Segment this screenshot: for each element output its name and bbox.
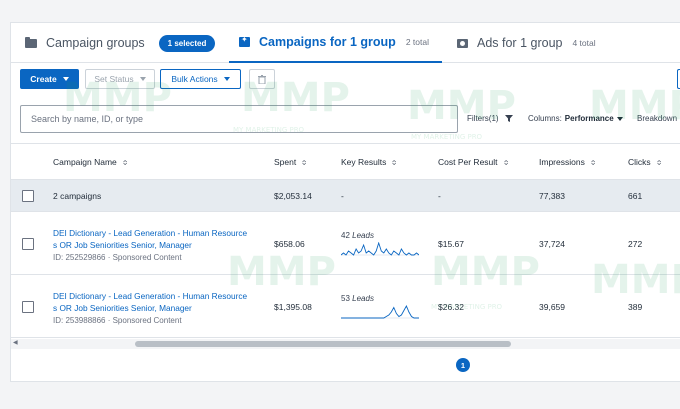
header-cost-per-result[interactable]: Cost Per Result ‹› [438, 157, 511, 167]
sparkline-series [341, 305, 419, 319]
header-label: Cost Per Result [438, 157, 498, 167]
header-campaign-name[interactable]: Campaign Name ‹› [53, 157, 130, 167]
name-line: DEI Dictionary - Lead Generation - Human… [53, 228, 248, 238]
tab-label: Campaigns for 1 group [259, 35, 396, 49]
kr-value: 42 [341, 231, 350, 240]
campaign-name-link[interactable]: DEI Dictionary - Lead Generation - Human… [53, 290, 253, 314]
name-line: s OR Job Seniorities Senior, Manager [53, 303, 192, 313]
sort-icon: ‹› [300, 159, 310, 165]
header-label: Clicks [628, 157, 651, 167]
sort-icon: ‹› [654, 159, 664, 165]
selected-badge[interactable]: 1 selected [158, 34, 216, 52]
spent-value: $658.06 [274, 239, 305, 249]
breakdown-dropdown[interactable]: Breakdown [637, 114, 680, 123]
watermark-subtext: MY MARKETING PRO [411, 133, 483, 141]
select-all-checkbox[interactable] [22, 190, 34, 202]
key-results-label: 53 Leads [341, 294, 374, 303]
ad-icon [457, 38, 468, 48]
header-label: Key Results [341, 157, 387, 167]
chevron-down-icon [223, 77, 230, 81]
pagination-current-page[interactable]: 1 [456, 358, 470, 372]
search-input[interactable]: Search by name, ID, or type [20, 105, 458, 133]
tab-campaign-groups[interactable]: Campaign groups 1 selected [25, 23, 216, 63]
sort-icon: ‹› [501, 159, 511, 165]
key-results-sparkline [341, 242, 419, 256]
kr-value: 53 [341, 294, 350, 303]
header-spent[interactable]: Spent ‹› [274, 157, 310, 167]
filters-label: Filters(1) [467, 114, 499, 123]
impressions-value: 39,659 [539, 302, 565, 312]
name-line: s OR Job Seniorities Senior, Manager [53, 240, 192, 250]
clicks-value: 389 [628, 302, 643, 312]
tab-label: Ads for 1 group [477, 36, 563, 50]
table-row: DEI Dictionary - Lead Generation - Human… [11, 212, 680, 275]
campaign-icon [239, 35, 250, 47]
key-results-sparkline [341, 305, 419, 319]
spent-value: $1,395.08 [274, 302, 312, 312]
sort-icon: ‹› [390, 159, 400, 165]
campaign-id: ID: 252529866 · Sponsored Content [53, 253, 182, 262]
summary-clicks: 661 [628, 191, 643, 201]
sort-icon: ‹› [120, 159, 130, 165]
header-label: Impressions [539, 157, 585, 167]
create-button[interactable]: Create [20, 69, 79, 89]
row-checkbox[interactable] [22, 301, 34, 313]
header-key-results[interactable]: Key Results ‹› [341, 157, 400, 167]
create-label: Create [30, 74, 57, 84]
scrollbar-thumb[interactable] [135, 341, 511, 347]
cpr-value: $15.67 [438, 239, 464, 249]
columns-value: Performance [564, 114, 614, 123]
breakdown-label: Breakdown [637, 114, 678, 123]
summary-cpr: - [438, 191, 441, 201]
tab-ads[interactable]: Ads for 1 group 4 total [457, 23, 596, 63]
columns-dropdown[interactable]: Columns: Performance [528, 114, 623, 123]
clicks-value: 272 [628, 239, 643, 249]
summary-spent: $2,053.14 [274, 191, 312, 201]
header-impressions[interactable]: Impressions ‹› [539, 157, 598, 167]
scroll-left-icon[interactable]: ◀ [13, 340, 18, 346]
header-clicks[interactable]: Clicks ‹› [628, 157, 664, 167]
header-label: Spent [274, 157, 297, 167]
key-results-label: 42 Leads [341, 231, 374, 240]
summary-row: 2 campaigns $2,053.14 - - 77,383 661 [11, 180, 680, 212]
summary-name: 2 campaigns [53, 191, 102, 201]
tab-count: 2 total [405, 37, 429, 47]
chevron-down-icon [62, 77, 69, 81]
campaign-manager-panel: Campaign groups 1 selected Campaigns for… [10, 22, 680, 382]
filters-button[interactable]: Filters(1) [467, 114, 513, 123]
sort-icon: ‹› [588, 159, 598, 165]
chevron-down-icon [139, 77, 146, 81]
toolbar-overflow-button[interactable] [677, 69, 680, 89]
tab-label: Campaign groups [46, 36, 145, 50]
bulk-actions-button[interactable]: Bulk Actions [160, 69, 241, 89]
campaign-id: ID: 253988866 · Sponsored Content [53, 316, 182, 325]
chevron-down-icon [616, 116, 623, 121]
header-label: Campaign Name [53, 157, 117, 167]
folder-icon [25, 36, 37, 48]
delete-button[interactable] [249, 69, 275, 89]
name-line: DEI Dictionary - Lead Generation - Human… [53, 291, 248, 301]
horizontal-scrollbar[interactable]: ◀ [11, 339, 680, 349]
kr-unit: Leads [352, 294, 374, 303]
tab-campaigns[interactable]: Campaigns for 1 group 2 total [229, 23, 442, 63]
columns-label: Columns: [528, 114, 562, 123]
row-checkbox[interactable] [22, 238, 34, 250]
filter-icon [504, 115, 513, 122]
campaign-name-link[interactable]: DEI Dictionary - Lead Generation - Human… [53, 227, 253, 251]
sparkline-series [341, 242, 419, 256]
impressions-value: 37,724 [539, 239, 565, 249]
tab-count: 4 total [572, 38, 596, 48]
table-header: Campaign Name ‹› Spent ‹› Key Results ‹› Co… [11, 143, 680, 180]
set-status-button[interactable]: Set Status [85, 69, 155, 89]
bulk-actions-label: Bulk Actions [171, 74, 218, 84]
tab-bar: Campaign groups 1 selected Campaigns for… [11, 23, 680, 63]
trash-icon [258, 74, 266, 84]
set-status-label: Set Status [94, 74, 134, 84]
summary-impressions: 77,383 [539, 191, 565, 201]
cpr-value: $26.32 [438, 302, 464, 312]
summary-key-results: - [341, 191, 344, 201]
kr-unit: Leads [352, 231, 374, 240]
table-row: DEI Dictionary - Lead Generation - Human… [11, 275, 680, 338]
